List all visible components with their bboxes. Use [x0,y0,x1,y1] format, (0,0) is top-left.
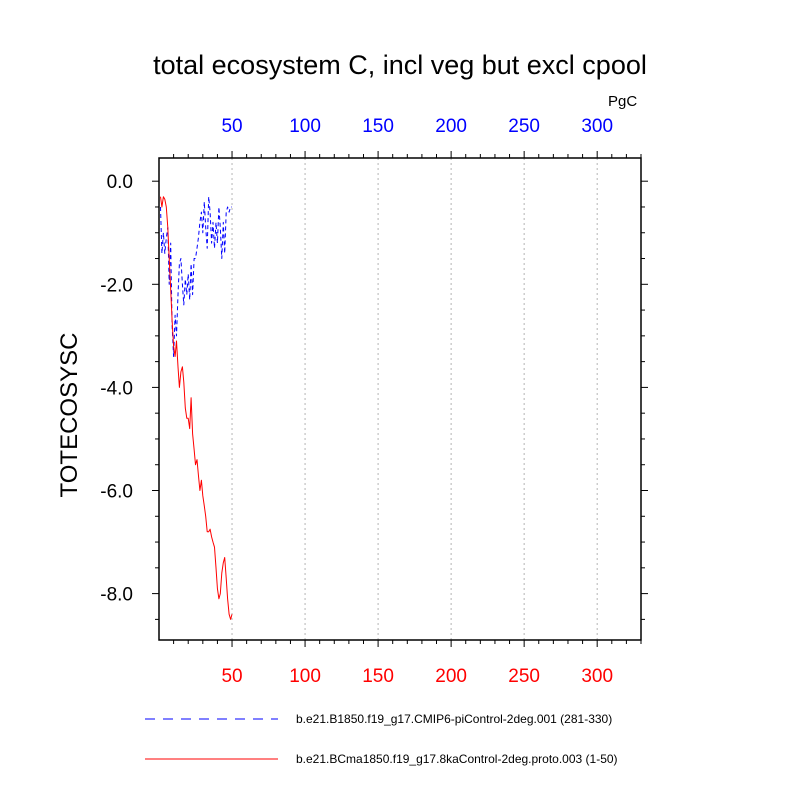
legend-label-blue: b.e21.B1850.f19_g17.CMIP6-piControl-2deg… [296,712,613,726]
x-top-tick-label: 200 [435,116,467,137]
y-tick-label: -6.0 [100,482,133,503]
axis-ticks [152,151,648,647]
y-tick-label: -8.0 [100,585,133,606]
series-line-blue [160,196,232,357]
series-lines [160,196,233,620]
grid-lines [231,158,598,640]
x-top-tick-label: 300 [581,116,613,137]
x-bottom-tick-label: 100 [289,666,321,687]
units-label: PgC [608,93,638,110]
y-tick-label: -2.0 [100,275,133,296]
legend-label-red: b.e21.BCma1850.f19_g17.8kaControl-2deg.p… [296,752,618,766]
x-bottom-tick-label: 50 [221,666,242,687]
x-top-tick-label: 150 [362,116,394,137]
legend [145,718,278,760]
x-top-tick-label: 50 [221,116,242,137]
axis-tick-labels: 50 50 100 100 150 150 200 200 250 250 300 300 0.0 -2.… [100,116,613,687]
x-bottom-tick-label: 200 [435,666,467,687]
plot-frame [158,157,642,641]
x-top-tick-label: 250 [508,116,540,137]
x-bottom-tick-label: 250 [508,666,540,687]
x-bottom-tick-label: 300 [581,666,613,687]
x-bottom-tick-label: 150 [362,666,394,687]
x-top-tick-label: 100 [289,116,321,137]
series-line-red [160,196,233,620]
chart-title: total ecosystem C, incl veg but excl cpo… [153,50,647,80]
y-tick-label: 0.0 [107,172,133,193]
y-tick-label: -4.0 [100,378,133,399]
